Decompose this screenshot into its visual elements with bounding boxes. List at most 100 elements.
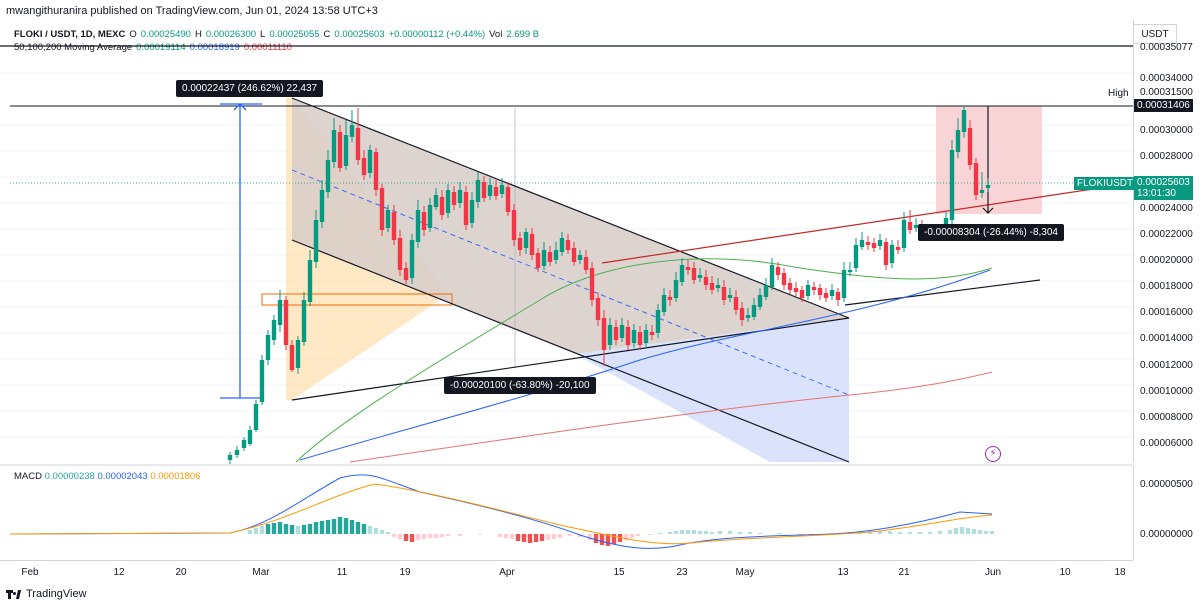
candle-body [607,325,613,345]
macd-axis-label: 0.00000500 [1140,479,1193,490]
projection-zone [575,318,849,462]
time-axis-label: Feb [21,567,39,578]
high-text: High [1108,88,1129,99]
macd-bar [439,534,445,537]
macd-bar [611,534,617,544]
candle-body [691,268,697,280]
candle-body [823,293,829,298]
macd-bar [391,534,397,537]
macd-bar [477,534,483,535]
rising-support-line[interactable] [844,279,1041,306]
candle-body [793,288,799,292]
ma-label[interactable]: 50,100,200 Moving Average [14,42,133,53]
candle-body [553,250,559,260]
candle-body [613,327,619,340]
high-value-label: 0.00031500 [1140,87,1193,98]
lightning-icon[interactable]: ⚡ [985,446,1001,462]
macd-bar [947,530,953,534]
rise-annotation[interactable]: 0.00022437 (246.62%) 22,437 [176,80,324,97]
candle-body [523,232,529,248]
macd-line [9,474,993,549]
macd-bar [977,530,983,534]
macd-bar [521,534,527,542]
candle-body [469,200,475,223]
candle-body [895,247,901,250]
candle-body [973,163,979,195]
macd-bar [709,532,715,534]
candle-body [457,190,463,203]
macd-bar [247,530,253,534]
candle-body [979,190,985,193]
candlestick-series[interactable] [227,106,991,464]
candle-body [439,197,445,215]
macd-bar [283,524,289,534]
price-axis-label: 0.00022000 [1140,229,1193,240]
macd-bar [673,531,679,534]
macd-bar [545,534,551,540]
candle-body [967,128,973,165]
pullback-annotation[interactable]: -0.00008304 (-26.44%) -8,304 [918,224,1064,241]
time-axis-label: 15 [613,567,625,578]
candle-body [685,267,691,270]
candle-body [877,240,883,246]
symbol-label[interactable]: FLOKI / USDT, 1D, MEXC [14,29,126,40]
macd-bar [757,533,763,534]
symbol-tag: FLOKIUSDT [1074,177,1137,190]
candle-body [499,185,505,194]
macd-bar [959,527,965,534]
macd-bar [367,526,373,534]
candle-body [241,440,247,448]
time-axis-label: 13 [837,567,849,578]
wedge-upper-line[interactable] [291,97,850,319]
macd-bar [289,525,295,534]
macd-bar [295,526,301,534]
macd-bar [635,534,641,536]
candle-body [247,430,253,444]
candle-body [289,345,295,370]
low-label: L [260,29,266,40]
macd-bar [421,534,427,539]
time-axis-label: 18 [1114,567,1126,578]
candle-body [775,267,781,275]
macd-bar [271,523,277,534]
time-axis-label: 23 [676,567,688,578]
macd-bar [349,520,355,534]
candle-body [463,192,469,225]
candle-body [673,280,679,298]
candle-body [889,245,895,263]
candle-body [481,182,487,198]
candle-body [433,195,439,207]
countdown-value: 13:01:30 [1137,188,1176,199]
candle-body [631,330,637,343]
candle-body [769,265,775,287]
main-chart-canvas[interactable] [0,0,1133,560]
candle-body [667,297,673,300]
publisher-header: mwangithuranira published on TradingView… [6,5,378,17]
ma200-value: 0.00011110 [243,42,292,53]
candle-body [751,305,757,317]
candle-body [295,340,301,368]
time-axis[interactable]: Feb 12 20 Mar 11 19 Apr 15 23 May 13 21 Jun 10 18 [0,560,1133,582]
macd-bar [539,534,545,541]
macd-bar [927,532,933,534]
macd-bar [433,534,439,538]
macd-bar [697,531,703,534]
falling-wedge-zone [292,98,849,354]
price-axis-label: 0.00016000 [1140,307,1193,318]
candle-body [313,220,319,262]
price-axis-label: 0.00018000 [1140,281,1193,292]
macd-label[interactable]: MACD [14,471,42,482]
macd-bar [747,532,753,534]
candle-body [619,325,625,338]
macd-bar [533,534,539,542]
candle-body [841,270,847,298]
drop-annotation[interactable]: -0.00020100 (-63.80%) -20,100 [444,377,596,394]
time-axis-label: 10 [1059,567,1071,578]
macd-axis[interactable]: 0.00000500 0.00000000 [1133,465,1200,560]
candle-body [661,295,667,312]
breakout-trend-line[interactable] [601,182,1133,264]
wedge-lower-line[interactable] [291,239,850,463]
macd-bar [301,525,307,534]
candle-body [583,257,589,270]
brand-name[interactable]: TradingView [26,588,87,600]
